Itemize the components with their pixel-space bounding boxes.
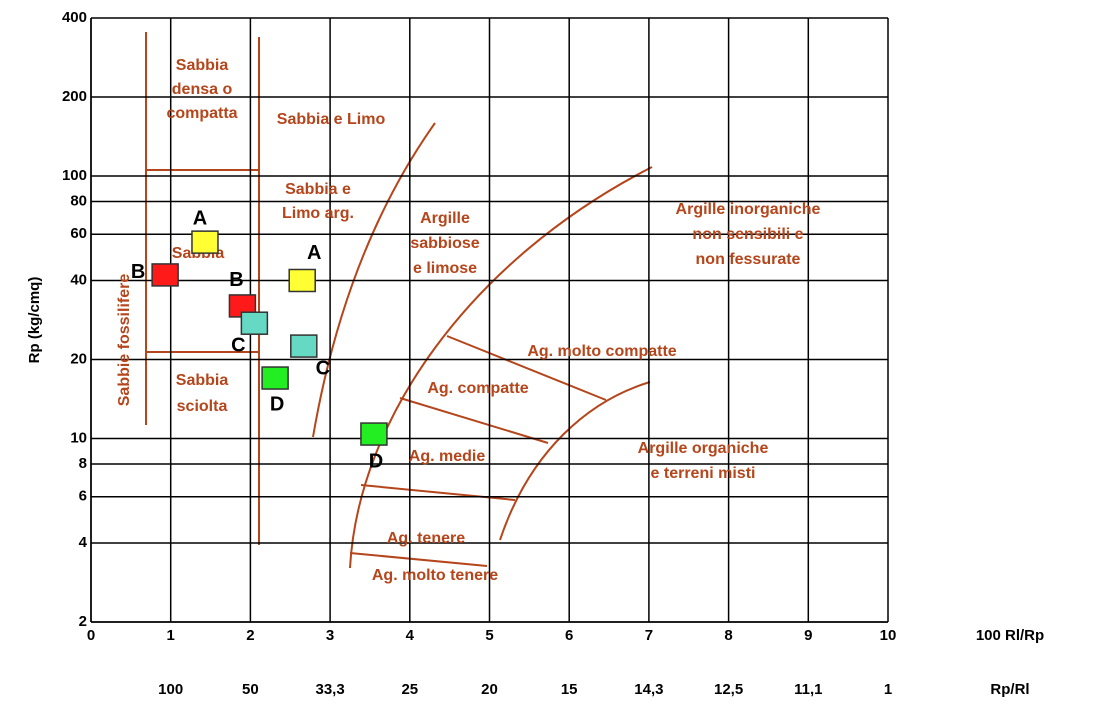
zone-label: non fessurate: [696, 251, 801, 268]
y-tick-label: 4: [79, 534, 88, 551]
point: [240, 311, 269, 335]
x2-tick-label: 15: [561, 681, 578, 698]
x-tick-label: 3: [326, 627, 334, 644]
zone-label: Ag. molto tenere: [372, 567, 498, 584]
point-label: B: [229, 269, 243, 291]
boundary: [312, 122, 436, 438]
x-tick-label: 1: [167, 627, 175, 644]
x-tick-label: 2: [246, 627, 254, 644]
zone-label: Ag. medie: [409, 448, 486, 465]
zone-label: e terreni misti: [651, 465, 756, 482]
zone-label: Limo arg.: [282, 205, 354, 222]
x2-tick-label: 14,3: [634, 681, 663, 698]
point-label: A: [307, 242, 321, 264]
y-tick-label: 10: [70, 429, 87, 446]
point-label: D: [270, 393, 284, 415]
zone-label: compatta: [166, 105, 237, 122]
y-tick-label: 20: [70, 350, 87, 367]
x-tick-label: 0: [87, 627, 95, 644]
boundary: [360, 484, 516, 501]
zone-label: sciolta: [177, 398, 228, 415]
boundary: [499, 381, 651, 541]
x-tick-label: 9: [804, 627, 812, 644]
x-tick-label: 8: [724, 627, 732, 644]
x-tick-label: 6: [565, 627, 573, 644]
y-tick-label: 100: [62, 167, 87, 184]
point: [360, 422, 388, 446]
zone-label: Sabbie fossilifere: [116, 274, 133, 407]
x2-tick-label: 1: [884, 681, 892, 698]
point: [290, 334, 318, 358]
point: [191, 230, 219, 254]
x2-tick-label: 25: [401, 681, 418, 698]
zone-label: e limose: [413, 260, 477, 277]
x-tick-label: 4: [406, 627, 415, 644]
zone-label: Ag. tenere: [387, 530, 465, 547]
point-label: D: [369, 450, 383, 472]
point: [288, 268, 316, 293]
x2-tick-label: 11,1: [794, 681, 822, 698]
zone-label: Argille organiche: [638, 440, 769, 457]
zone-label: densa o: [172, 81, 233, 98]
x2-tick-label: 20: [481, 681, 498, 698]
point-label: A: [193, 207, 207, 229]
zone-label: non sensibili e: [692, 226, 803, 243]
point-label: C: [231, 334, 245, 356]
y-tick-label: 60: [70, 225, 87, 242]
x2-axis-label: Rp/Rl: [990, 681, 1029, 698]
boundary: [446, 335, 607, 401]
x2-tick-label: 100: [158, 681, 183, 698]
y-tick-label: 8: [79, 455, 87, 472]
boundary: [349, 166, 653, 569]
y-tick-label: 200: [62, 88, 87, 105]
boundary: [399, 397, 549, 444]
point-label: C: [316, 357, 330, 379]
y-axis-label: Rp (kg/cmq): [26, 277, 43, 364]
x-tick-label: 7: [645, 627, 653, 644]
y-tick-label: 2: [79, 613, 87, 630]
y-tick-label: 400: [62, 9, 87, 26]
zone-label: Sabbia e: [285, 181, 351, 198]
y-tick-label: 80: [70, 192, 87, 209]
zone-label: sabbiose: [410, 235, 479, 252]
point-label: B: [131, 261, 145, 283]
point: [261, 366, 289, 390]
boundary: [349, 552, 488, 567]
x2-tick-label: 12,5: [714, 681, 743, 698]
zone-label: Ag. molto compatte: [527, 343, 676, 360]
point: [151, 263, 179, 287]
zone-label: Sabbia: [176, 372, 229, 389]
x-axis-label: 100 Rl/Rp: [976, 627, 1044, 644]
zone-label: Sabbia: [176, 57, 229, 74]
y-tick-label: 6: [79, 488, 87, 505]
x-tick-label: 5: [485, 627, 493, 644]
x2-tick-label: 50: [242, 681, 259, 698]
x2-tick-label: 33,3: [315, 681, 344, 698]
zone-label: Ag. compatte: [427, 380, 528, 397]
y-tick-label: 40: [70, 271, 87, 288]
x-tick-label: 10: [880, 627, 897, 644]
zone-label: Argille inorganiche: [676, 201, 821, 218]
zone-label: Sabbia e Limo: [277, 111, 386, 128]
zone-label: Argille: [420, 210, 470, 227]
